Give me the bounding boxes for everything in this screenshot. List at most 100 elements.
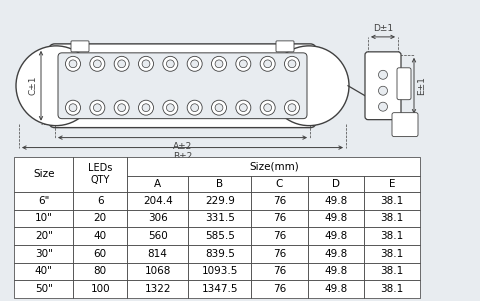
Text: LEDs
QTY: LEDs QTY xyxy=(88,163,112,185)
Text: 331.5: 331.5 xyxy=(205,213,235,223)
Circle shape xyxy=(142,60,150,68)
Circle shape xyxy=(215,60,223,68)
Circle shape xyxy=(269,46,349,126)
Text: 76: 76 xyxy=(273,266,286,276)
Bar xyxy=(73,280,127,298)
Text: 585.5: 585.5 xyxy=(205,231,235,241)
Circle shape xyxy=(260,56,275,71)
Text: 6: 6 xyxy=(97,196,104,206)
Text: 76: 76 xyxy=(273,196,286,206)
Bar xyxy=(364,209,420,227)
Text: 76: 76 xyxy=(273,249,286,259)
Circle shape xyxy=(167,60,174,68)
Bar xyxy=(308,262,364,280)
Circle shape xyxy=(65,100,81,115)
Bar xyxy=(14,157,73,192)
Circle shape xyxy=(94,60,101,68)
FancyBboxPatch shape xyxy=(49,44,316,128)
Bar xyxy=(127,262,188,280)
Text: 49.8: 49.8 xyxy=(324,196,348,206)
Circle shape xyxy=(16,46,96,126)
Text: 229.9: 229.9 xyxy=(205,196,235,206)
Bar xyxy=(73,227,127,245)
Text: 560: 560 xyxy=(148,231,168,241)
Bar xyxy=(364,176,420,192)
Circle shape xyxy=(142,104,150,112)
Circle shape xyxy=(163,100,178,115)
FancyBboxPatch shape xyxy=(397,68,411,100)
Bar xyxy=(188,262,252,280)
Circle shape xyxy=(288,60,296,68)
Text: B±2: B±2 xyxy=(173,152,192,160)
Text: 38.1: 38.1 xyxy=(381,231,404,241)
Circle shape xyxy=(69,104,77,112)
Text: 76: 76 xyxy=(273,284,286,294)
Circle shape xyxy=(65,56,81,71)
FancyBboxPatch shape xyxy=(365,52,401,119)
Bar xyxy=(308,227,364,245)
Bar xyxy=(73,245,127,262)
Bar xyxy=(364,227,420,245)
Text: 49.8: 49.8 xyxy=(324,231,348,241)
Text: C±1: C±1 xyxy=(29,76,38,95)
FancyBboxPatch shape xyxy=(71,41,89,52)
Circle shape xyxy=(191,60,199,68)
Bar xyxy=(188,280,252,298)
Bar xyxy=(188,176,252,192)
Circle shape xyxy=(240,60,247,68)
Bar xyxy=(14,280,73,298)
Circle shape xyxy=(285,100,300,115)
Text: 1347.5: 1347.5 xyxy=(202,284,238,294)
Bar xyxy=(308,245,364,262)
Text: D: D xyxy=(332,179,340,189)
Circle shape xyxy=(236,56,251,71)
Text: 6": 6" xyxy=(38,196,49,206)
Text: 40": 40" xyxy=(35,266,53,276)
Bar xyxy=(252,262,308,280)
Bar xyxy=(127,157,420,176)
Bar xyxy=(14,262,73,280)
Circle shape xyxy=(167,104,174,112)
Circle shape xyxy=(163,56,178,71)
Circle shape xyxy=(90,100,105,115)
Text: 38.1: 38.1 xyxy=(381,213,404,223)
Bar xyxy=(127,227,188,245)
FancyBboxPatch shape xyxy=(276,41,294,52)
Circle shape xyxy=(139,100,154,115)
Bar xyxy=(14,245,73,262)
Bar xyxy=(188,192,252,209)
Text: Size: Size xyxy=(33,169,54,179)
Text: 40: 40 xyxy=(94,231,107,241)
Circle shape xyxy=(264,60,272,68)
Circle shape xyxy=(187,56,202,71)
Text: A: A xyxy=(154,179,161,189)
Bar xyxy=(73,209,127,227)
Text: B: B xyxy=(216,179,223,189)
Circle shape xyxy=(379,70,387,79)
Circle shape xyxy=(240,104,247,112)
Bar xyxy=(73,157,127,192)
Bar xyxy=(73,192,127,209)
Text: A±2: A±2 xyxy=(173,141,192,150)
Bar xyxy=(364,262,420,280)
Text: 204.4: 204.4 xyxy=(143,196,172,206)
Bar xyxy=(308,176,364,192)
Text: 20": 20" xyxy=(35,231,53,241)
Bar xyxy=(308,280,364,298)
Bar xyxy=(252,227,308,245)
Text: 50": 50" xyxy=(35,284,53,294)
Bar xyxy=(188,209,252,227)
Text: D±1: D±1 xyxy=(373,24,393,33)
Text: 49.8: 49.8 xyxy=(324,266,348,276)
Text: 38.1: 38.1 xyxy=(381,196,404,206)
Bar xyxy=(252,280,308,298)
Circle shape xyxy=(285,56,300,71)
Circle shape xyxy=(187,100,202,115)
Bar xyxy=(14,227,73,245)
Circle shape xyxy=(264,104,272,112)
FancyBboxPatch shape xyxy=(392,113,418,137)
Bar xyxy=(364,192,420,209)
Circle shape xyxy=(379,102,387,111)
Bar xyxy=(14,209,73,227)
Text: 814: 814 xyxy=(148,249,168,259)
